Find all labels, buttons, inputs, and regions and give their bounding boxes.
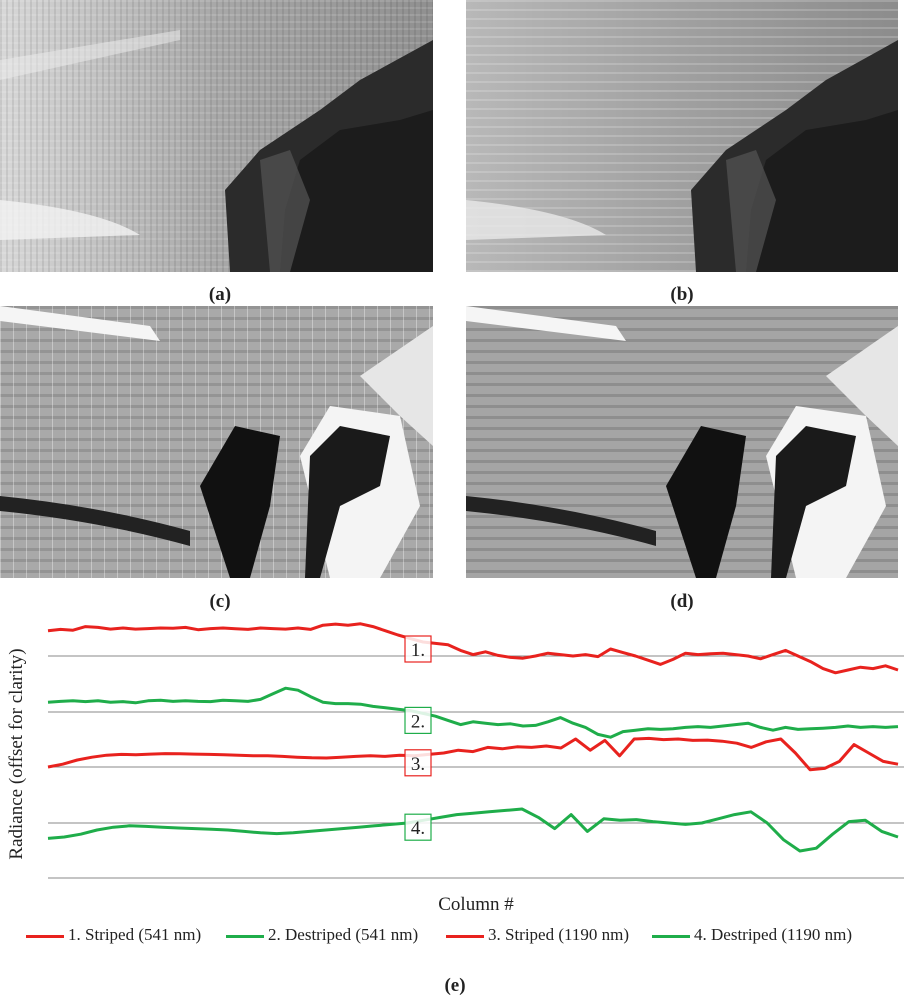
panel-c-caption: (c) (209, 591, 231, 612)
x-axis-label: Column # (438, 894, 514, 915)
legend-item-3: 3. Striped (1190 nm) (446, 925, 629, 945)
legend-item-4: 4. Destriped (1190 nm) (652, 925, 852, 945)
legend-swatch-3 (446, 934, 484, 938)
panel-a-caption: (a) (208, 284, 232, 305)
annotation-label-3: 3. (411, 754, 425, 775)
annotation-box-3 (404, 749, 432, 777)
legend-swatch-4 (652, 934, 690, 938)
annotation-label-4: 4. (411, 818, 425, 839)
y-axis-label: Radiance (offset for clarity) (6, 648, 27, 859)
legend-item-2: 2. Destriped (541 nm) (226, 925, 418, 945)
chart-annotations: 1. 2. 3. 4. (404, 635, 432, 841)
panel-d-caption: (d) (670, 591, 694, 612)
legend-item-1: 1. Striped (541 nm) (26, 925, 201, 945)
chart-e-caption: (e) (444, 975, 466, 996)
panel-c-image (0, 306, 433, 578)
legend-swatch-1 (26, 934, 64, 938)
annotation-box-4 (404, 813, 432, 841)
panel-b-image (466, 0, 898, 272)
annotation-label-2: 2. (411, 711, 425, 732)
annotation-label-1: 1. (411, 640, 425, 661)
legend-label-4: 4. Destriped (1190 nm) (694, 925, 853, 944)
series-line-1 (47, 622, 899, 675)
annotation-box-2 (404, 706, 432, 735)
legend-swatch-2 (226, 934, 264, 938)
panel-d-image (466, 306, 898, 578)
legend-label-3: 3. Striped (1190 nm) (488, 925, 630, 944)
legend-label-2: 2. Destriped (541 nm) (268, 925, 419, 944)
series-line-3 (47, 736, 899, 772)
panel-a-image (0, 0, 433, 272)
legend-label-1: 1. Striped (541 nm) (68, 925, 202, 944)
chart-series-lines (47, 622, 899, 853)
annotation-box-1 (404, 635, 432, 663)
series-line-4 (47, 807, 899, 853)
series-line-2 (47, 686, 899, 739)
radiance-line-chart: 1. 2. 3. 4. Radiance (offset for clarity) C… (6, 622, 904, 915)
chart-gridlines (48, 655, 904, 879)
panel-b-caption: (b) (670, 284, 694, 305)
